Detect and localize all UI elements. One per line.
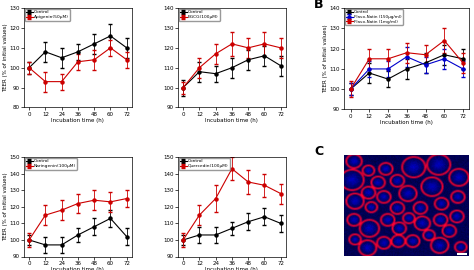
X-axis label: Incubation time (h): Incubation time (h) xyxy=(380,120,433,125)
Text: B: B xyxy=(314,0,324,11)
X-axis label: Incubation time (h): Incubation time (h) xyxy=(52,118,104,123)
Y-axis label: TEER (% of initial values): TEER (% of initial values) xyxy=(3,173,8,241)
X-axis label: Incubation time (h): Incubation time (h) xyxy=(206,267,258,270)
Y-axis label: TEER (% of initial values): TEER (% of initial values) xyxy=(3,23,8,92)
X-axis label: Incubation time (h): Incubation time (h) xyxy=(52,267,104,270)
Legend: Control, Flavo-Natin (150μg/ml), Flavo-Natin (1mg/ml): Control, Flavo-Natin (150μg/ml), Flavo-N… xyxy=(345,9,403,25)
X-axis label: Incubation time (h): Incubation time (h) xyxy=(206,118,258,123)
Legend: Control, EGCG(100μM): Control, EGCG(100μM) xyxy=(179,9,220,21)
Legend: Control, Apigenin(50μM): Control, Apigenin(50μM) xyxy=(25,9,70,21)
Legend: Control, Naringenin(100μM): Control, Naringenin(100μM) xyxy=(25,158,77,170)
Y-axis label: TEER (% of initial values): TEER (% of initial values) xyxy=(323,25,328,93)
Text: C: C xyxy=(314,145,323,158)
Legend: Control, Quercedin(100μM): Control, Quercedin(100μM) xyxy=(179,158,230,170)
